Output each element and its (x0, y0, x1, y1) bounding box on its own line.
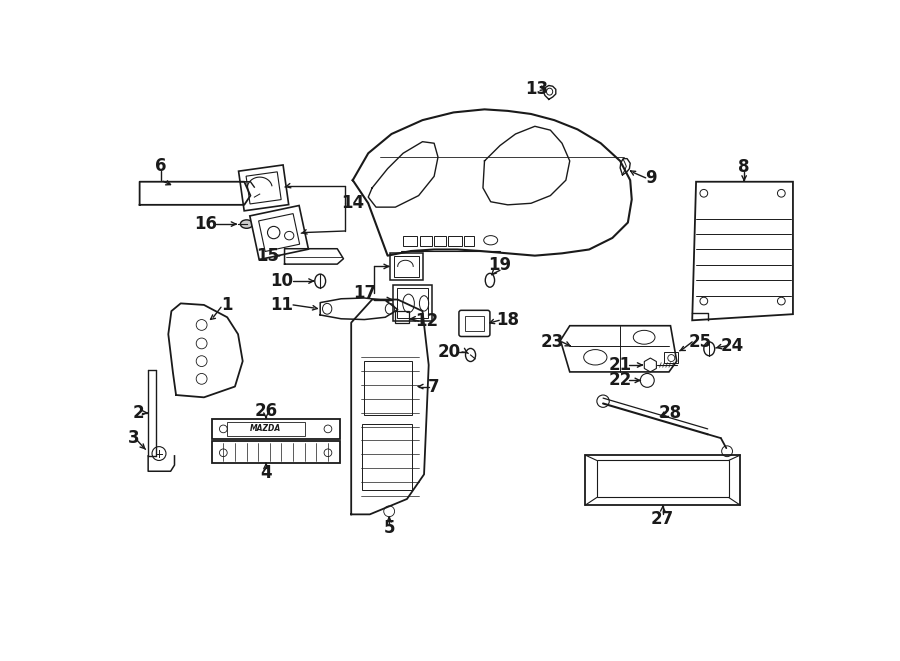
Bar (395, 311, 410, 323)
Text: 9: 9 (645, 169, 657, 187)
Polygon shape (258, 214, 300, 251)
Bar (465, 316, 483, 331)
Text: 8: 8 (738, 158, 750, 176)
Polygon shape (250, 206, 309, 260)
Bar (403, 237, 417, 246)
Bar (390, 253, 422, 280)
Text: 10: 10 (270, 272, 293, 290)
Bar (362, 424, 412, 490)
Text: 7: 7 (428, 377, 440, 395)
Text: 5: 5 (383, 520, 395, 537)
Polygon shape (692, 182, 793, 321)
Text: 12: 12 (415, 312, 438, 330)
FancyBboxPatch shape (459, 310, 490, 336)
Bar (212, 419, 339, 439)
Bar (597, 461, 729, 498)
Text: 3: 3 (128, 429, 140, 447)
Text: 13: 13 (526, 79, 549, 98)
Polygon shape (561, 326, 677, 372)
Ellipse shape (240, 220, 253, 228)
Text: 24: 24 (721, 336, 744, 355)
Text: 21: 21 (608, 356, 632, 374)
Text: 22: 22 (608, 371, 632, 389)
Text: 27: 27 (651, 510, 674, 528)
Text: 6: 6 (155, 157, 166, 175)
Bar (664, 352, 679, 364)
Bar (397, 288, 427, 318)
Bar (227, 422, 305, 436)
Text: 26: 26 (255, 402, 277, 420)
Text: 18: 18 (496, 311, 519, 329)
Bar (448, 237, 462, 246)
Bar (434, 237, 446, 246)
Bar (585, 455, 740, 505)
Polygon shape (238, 165, 289, 211)
Polygon shape (246, 172, 281, 204)
Bar (394, 256, 418, 277)
Text: 20: 20 (438, 343, 461, 361)
Text: 2: 2 (132, 404, 144, 422)
Text: 23: 23 (541, 333, 564, 351)
Text: 14: 14 (341, 194, 365, 212)
Text: 17: 17 (353, 284, 376, 301)
Text: 19: 19 (489, 256, 511, 274)
Text: 11: 11 (270, 296, 293, 314)
Text: 25: 25 (688, 333, 712, 351)
Bar (464, 237, 474, 246)
Text: MAZDA: MAZDA (250, 424, 282, 434)
Text: 16: 16 (194, 215, 217, 233)
Bar (393, 285, 432, 321)
Bar (212, 442, 339, 463)
Text: 15: 15 (256, 247, 279, 264)
Text: 4: 4 (260, 464, 272, 482)
Bar (420, 237, 432, 246)
Bar (364, 361, 412, 415)
Text: 1: 1 (221, 296, 233, 314)
Text: 28: 28 (659, 404, 682, 422)
